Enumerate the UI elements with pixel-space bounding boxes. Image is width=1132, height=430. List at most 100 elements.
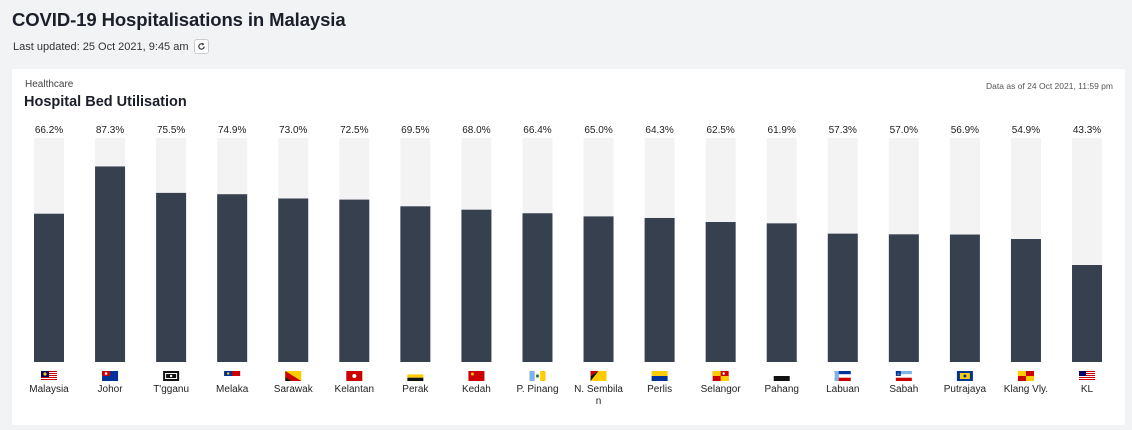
- category-label: N. Sembila: [574, 384, 623, 395]
- bar: [949, 234, 980, 362]
- category-label: P. Pinang: [516, 384, 558, 395]
- data-label: 87.3%: [96, 125, 124, 136]
- bed-utilisation-card: Healthcare Hospital Bed Utilisation Data…: [12, 69, 1125, 425]
- data-label: 66.2%: [35, 125, 63, 136]
- category-label: Malaysia: [29, 384, 69, 395]
- category-label: Selangor: [701, 384, 742, 395]
- bar: [705, 222, 736, 362]
- category-label: Kelantan: [335, 384, 374, 395]
- bar: [34, 213, 64, 362]
- bar-group-perak: 69.5% Perak: [400, 125, 431, 395]
- bar: [400, 206, 431, 362]
- last-updated-row: Last updated: 25 Oct 2021, 9:45 am: [13, 39, 209, 54]
- bar: [217, 194, 248, 362]
- bar-group-perlis: 64.3% Perlis: [644, 125, 675, 395]
- data-label: 74.9%: [218, 125, 246, 136]
- flag-icon-negeri-sembilan: [590, 371, 607, 381]
- bar: [1010, 239, 1041, 362]
- bar: [278, 198, 309, 362]
- data-label: 61.9%: [768, 125, 796, 136]
- bar-group-selangor: 62.5% Selangor: [701, 125, 742, 395]
- data-label: 72.5%: [340, 125, 368, 136]
- bar-group-sarawak: 73.0% Sarawak: [274, 125, 314, 395]
- flag-icon-klang-valley: [1017, 371, 1034, 381]
- bar: [461, 209, 492, 362]
- category-label: Sarawak: [274, 384, 314, 395]
- bar-group-putrajaya: 56.9% Putrajaya: [944, 125, 987, 395]
- category-label: Perlis: [647, 384, 672, 395]
- bar-group-melaka: 74.9% Melaka: [216, 125, 249, 395]
- flag-icon-sarawak: [285, 371, 302, 381]
- category-label: Johor: [98, 384, 124, 395]
- flag-icon-perak: [407, 371, 424, 381]
- bar-group-pahang: 61.9% Pahang: [764, 125, 798, 395]
- category-label: T'gganu: [153, 384, 189, 395]
- data-label: 64.3%: [645, 125, 673, 136]
- bar: [95, 166, 126, 362]
- data-label: 66.4%: [523, 125, 551, 136]
- bar: [888, 234, 919, 362]
- flag-icon-melaka: [224, 371, 241, 381]
- flag-icon-johor: [102, 371, 119, 381]
- data-label: 57.0%: [890, 125, 918, 136]
- data-label: 43.3%: [1073, 125, 1101, 136]
- category-label: n: [596, 396, 602, 407]
- card-category: Healthcare: [25, 79, 74, 90]
- flag-icon-malaysia: [41, 371, 57, 381]
- category-label: Kedah: [462, 384, 491, 395]
- bar-group-klang-valley: 54.9% Klang Vly.: [1004, 125, 1048, 395]
- bar-group-labuan: 57.3% Labuan: [826, 125, 859, 395]
- data-label: 69.5%: [401, 125, 429, 136]
- bar: [156, 192, 187, 362]
- category-label: Melaka: [216, 384, 249, 395]
- bar: [766, 223, 797, 362]
- data-label: 75.5%: [157, 125, 185, 136]
- bar-group-johor: 87.3% Johor: [95, 125, 126, 395]
- category-label: Sabah: [889, 384, 918, 395]
- bed-utilisation-chart: 66.2% Malaysia 87.3% Johor 75.5% T'gganu 74.9%…: [29, 125, 1103, 407]
- bar-group-malaysia: 66.2% Malaysia: [29, 125, 69, 395]
- category-label: Pahang: [764, 384, 798, 395]
- category-label: Klang Vly.: [1004, 384, 1048, 395]
- bar: [1072, 265, 1103, 362]
- category-label: Perak: [402, 384, 429, 395]
- bar: [522, 213, 553, 362]
- refresh-icon: [197, 42, 205, 50]
- flag-icon-sabah: [895, 371, 912, 381]
- data-label: 62.5%: [706, 125, 734, 136]
- bar-group-terengganu: 75.5% T'gganu: [153, 125, 189, 395]
- flag-icon-penang: [529, 371, 546, 381]
- category-label: Putrajaya: [944, 384, 987, 395]
- bar: [339, 199, 370, 362]
- flag-icon-terengganu: [163, 371, 180, 381]
- flag-icon-perlis: [651, 371, 668, 381]
- flag-icon-kedah: [468, 371, 485, 381]
- data-label: 57.3%: [829, 125, 857, 136]
- bar-group-kedah: 68.0% Kedah: [461, 125, 492, 395]
- data-label: 68.0%: [462, 125, 490, 136]
- card-title: Hospital Bed Utilisation: [24, 94, 187, 110]
- bar: [583, 216, 614, 362]
- flag-icon-pahang: [773, 371, 790, 381]
- flag-icon-kuala-lumpur: [1079, 371, 1096, 381]
- bar: [644, 217, 675, 362]
- refresh-button[interactable]: [193, 39, 209, 54]
- bar-group-penang: 66.4% P. Pinang: [516, 125, 558, 395]
- data-label: 54.9%: [1012, 125, 1040, 136]
- last-updated-text: Last updated: 25 Oct 2021, 9:45 am: [13, 40, 189, 53]
- data-label: 73.0%: [279, 125, 307, 136]
- bar-group-kuala-lumpur: 43.3% KL: [1072, 125, 1103, 395]
- data-label: 65.0%: [584, 125, 612, 136]
- flag-icon-putrajaya: [956, 371, 973, 381]
- flag-icon-kelantan: [346, 371, 363, 381]
- bar: [827, 233, 858, 362]
- category-label: Labuan: [826, 384, 859, 395]
- page-title: COVID-19 Hospitalisations in Malaysia: [12, 9, 346, 30]
- flag-icon-selangor: [712, 371, 729, 381]
- flag-icon-labuan: [834, 371, 851, 381]
- category-label: KL: [1081, 384, 1094, 395]
- data-as-of-date: Data as of 24 Oct 2021, 11:59 pm: [986, 81, 1113, 91]
- data-label: 56.9%: [951, 125, 979, 136]
- bar-group-kelantan: 72.5% Kelantan: [335, 125, 374, 395]
